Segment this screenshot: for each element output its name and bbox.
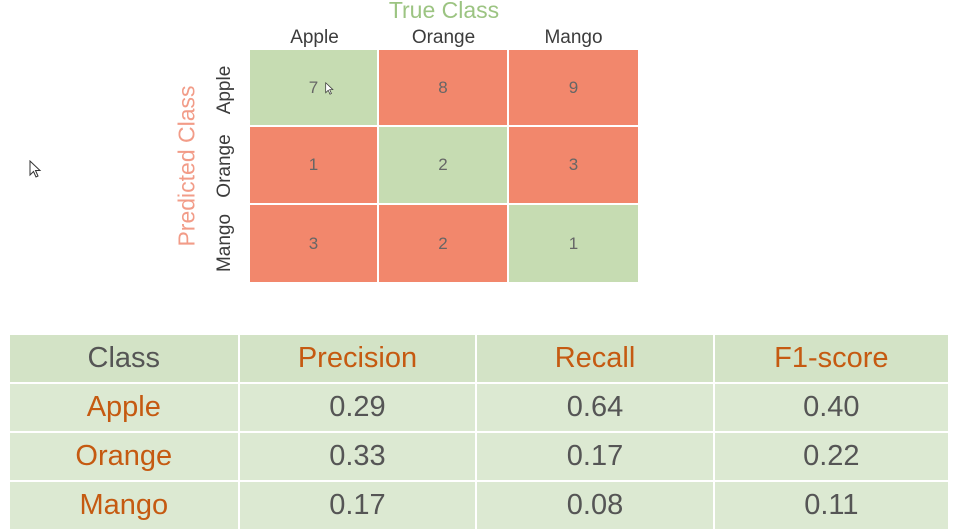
cell-value: 2: [438, 155, 448, 174]
cell-value: 1: [568, 233, 579, 253]
row-label-apple: Apple: [10, 384, 240, 433]
header-class: Class: [10, 335, 240, 384]
row-label-mango: Mango: [10, 482, 240, 529]
recall-value: 0.17: [477, 433, 715, 482]
matrix-cell-apple-orange: 8: [379, 50, 509, 127]
cell-value: 3: [568, 155, 579, 174]
precision-value: 0.17: [239, 482, 478, 529]
matrix-cell-orange-mango: 3: [509, 127, 638, 205]
cell-value: 8: [438, 77, 448, 97]
recall-value: 0.64: [477, 384, 715, 433]
true-class-title: True Class: [388, 0, 500, 23]
cell-value: 9: [568, 77, 579, 97]
table-row: Orange 0.33 0.17 0.22: [10, 433, 948, 482]
matrix-cell-mango-orange: 2: [379, 205, 509, 282]
metrics-table: Class Precision Recall F1-score Apple 0.…: [10, 335, 948, 529]
mouse-pointer-icon: [325, 82, 334, 95]
matrix-cell-apple-apple: 7: [250, 50, 379, 127]
metrics-header-row: Class Precision Recall F1-score: [10, 335, 948, 384]
column-header-orange: Orange: [411, 27, 476, 48]
cell-value: 2: [438, 233, 448, 253]
precision-value: 0.33: [239, 433, 478, 482]
row-header-orange-label: Orange: [214, 134, 235, 198]
mouse-pointer-icon: [29, 160, 42, 178]
row-header-mango-label: Mango: [214, 213, 235, 273]
f1-value: 0.40: [714, 384, 948, 433]
cell-value: 3: [308, 233, 319, 253]
cell-value: 7: [308, 77, 319, 97]
matrix-cell-mango-apple: 3: [250, 205, 379, 282]
predicted-class-label: Predicted Class: [173, 85, 200, 247]
matrix-cell-orange-apple: 1: [250, 127, 379, 205]
matrix-cell-mango-mango: 1: [509, 205, 638, 282]
recall-value: 0.08: [477, 482, 715, 529]
table-row: Mango 0.17 0.08 0.11: [10, 482, 948, 529]
row-label-orange: Orange: [10, 433, 240, 482]
column-header-apple: Apple: [290, 27, 339, 48]
header-recall: Recall: [477, 335, 715, 384]
f1-value: 0.11: [714, 482, 948, 529]
f1-value: 0.22: [714, 433, 948, 482]
matrix-cell-orange-orange: 2: [379, 127, 509, 205]
row-header-apple-label: Apple: [214, 65, 235, 115]
header-precision: Precision: [239, 335, 478, 384]
confusion-matrix: 7 8 9 1 2 3 3 2 1: [250, 50, 638, 282]
table-row: Apple 0.29 0.64 0.40: [10, 384, 948, 433]
cell-value: 1: [308, 155, 319, 174]
header-f1-score: F1-score: [714, 335, 948, 384]
matrix-cell-apple-mango: 9: [509, 50, 638, 127]
column-header-mango: Mango: [544, 27, 603, 48]
precision-value: 0.29: [239, 384, 478, 433]
